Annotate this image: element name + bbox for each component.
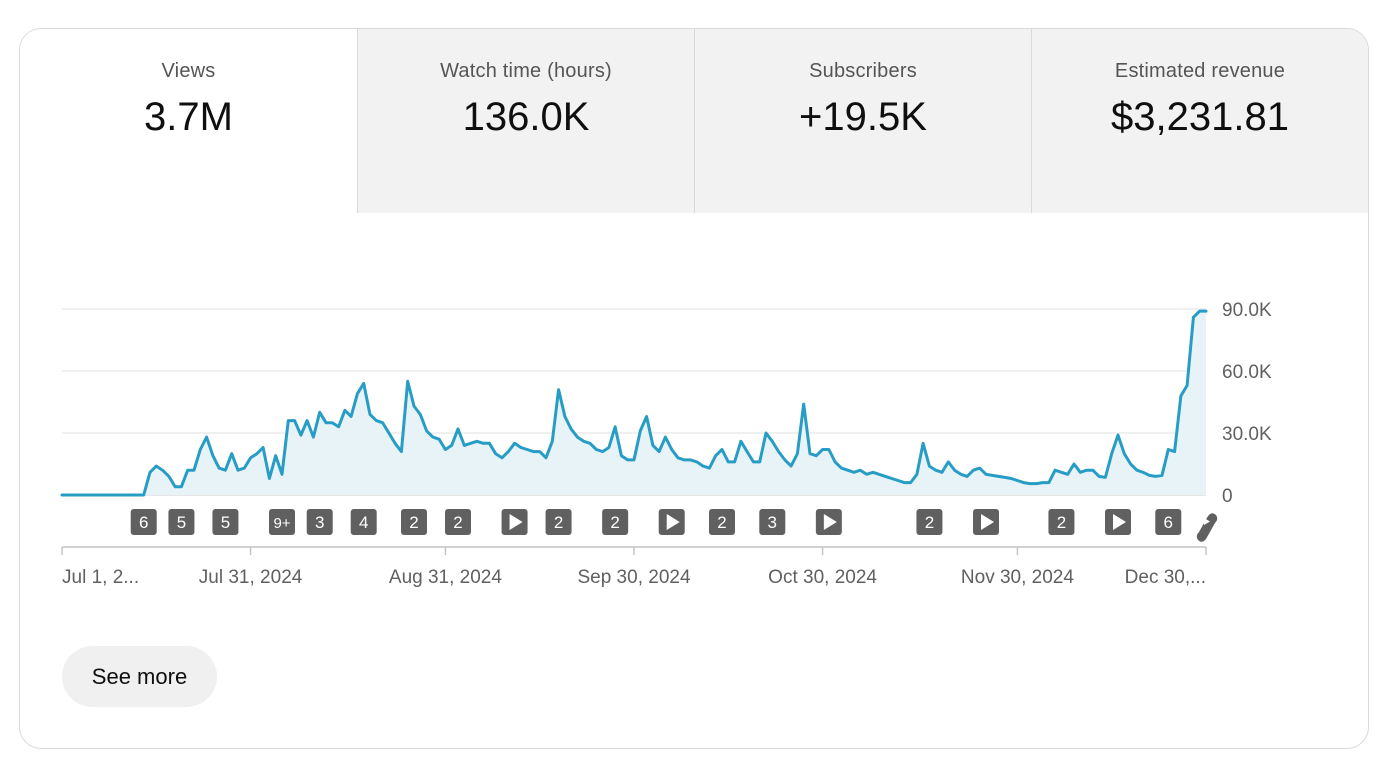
x-tick-label: Dec 30,... — [1125, 567, 1206, 588]
video-marker[interactable] — [658, 509, 685, 535]
marker-box — [1048, 509, 1075, 535]
views-chart-svg: 0 30.0K 60.0K 90.0K Jul 1, 2... Jul 31, 2024 A… — [60, 300, 1272, 588]
analytics-card: Views 3.7M Watch time (hours) 136.0K Sub… — [19, 28, 1369, 749]
marker-box — [602, 509, 629, 535]
upload-count-marker[interactable]: 9+ — [269, 509, 295, 535]
shorts-icon-shape — [1196, 513, 1218, 542]
marker-box — [1155, 509, 1182, 535]
watch-time-value: 136.0K — [462, 95, 590, 139]
estimated-revenue-label: Estimated revenue — [1114, 60, 1286, 82]
play-icon — [1113, 514, 1126, 530]
upload-count-marker[interactable]: 2 — [602, 509, 629, 535]
upload-count-marker[interactable]: 5 — [168, 509, 195, 535]
marker-box — [350, 509, 377, 535]
metric-tabs: Views 3.7M Watch time (hours) 136.0K Sub… — [20, 29, 1368, 213]
views-value: 3.7M — [144, 95, 233, 139]
marker-count: 5 — [177, 513, 186, 532]
x-tick-label: Oct 30, 2024 — [768, 567, 877, 588]
tab-watch-time[interactable]: Watch time (hours) 136.0K — [357, 29, 694, 213]
x-tick-label: Sep 30, 2024 — [577, 567, 690, 588]
x-tick-label: Jul 1, 2... — [62, 567, 139, 588]
shorts-icon-play — [1204, 518, 1210, 525]
marker-box — [709, 509, 735, 535]
see-more-button[interactable]: See more — [62, 646, 217, 707]
marker-count: 3 — [768, 513, 777, 532]
play-icon — [666, 514, 680, 530]
marker-box — [545, 509, 572, 535]
upload-count-marker[interactable]: 2 — [1048, 509, 1075, 535]
marker-count: 2 — [554, 513, 563, 532]
marker-count: 2 — [925, 513, 934, 532]
video-marker[interactable] — [815, 509, 842, 535]
upload-count-marker[interactable]: 4 — [350, 509, 377, 535]
marker-count: 2 — [610, 513, 619, 532]
marker-count: 2 — [1057, 513, 1066, 532]
views-area — [62, 311, 1206, 495]
upload-count-marker[interactable]: 3 — [306, 509, 333, 535]
marker-box — [269, 509, 295, 535]
marker-count: 9+ — [273, 515, 290, 532]
marker-count: 6 — [1164, 513, 1173, 532]
upload-count-marker[interactable]: 5 — [212, 509, 239, 535]
x-tick-label: Nov 30, 2024 — [961, 567, 1074, 588]
views-series-line — [60, 309, 1208, 497]
y-tick-label: 30.0K — [1222, 424, 1272, 445]
x-tick-label: Aug 31, 2024 — [389, 567, 502, 588]
marker-count: 2 — [717, 513, 726, 532]
tab-views[interactable]: Views 3.7M — [20, 29, 357, 213]
marker-box — [212, 509, 239, 535]
play-icon — [981, 514, 994, 530]
marker-count: 2 — [409, 513, 418, 532]
play-icon — [823, 514, 837, 530]
y-tick-label: 0 — [1222, 486, 1233, 507]
marker-count: 2 — [453, 513, 462, 532]
upload-count-marker[interactable]: 2 — [916, 509, 943, 535]
play-icon — [509, 514, 523, 530]
marker-box — [759, 509, 786, 535]
subscribers-label: Subscribers — [809, 60, 917, 82]
upload-count-marker[interactable]: 2 — [401, 509, 427, 535]
estimated-revenue-value: $3,231.81 — [1111, 95, 1289, 139]
x-tick-label: Jul 31, 2024 — [199, 567, 303, 588]
upload-count-marker[interactable]: 3 — [759, 509, 786, 535]
marker-box — [401, 509, 427, 535]
marker-box — [445, 509, 471, 535]
upload-count-marker[interactable]: 2 — [445, 509, 471, 535]
marker-count: 3 — [315, 513, 324, 532]
shorts-icon[interactable] — [1196, 513, 1218, 542]
marker-box — [306, 509, 333, 535]
marker-box — [130, 509, 157, 535]
upload-count-marker[interactable]: 6 — [130, 509, 157, 535]
upload-count-marker[interactable]: 2 — [545, 509, 572, 535]
tab-subscribers[interactable]: Subscribers +19.5K — [694, 29, 1031, 213]
tab-estimated-revenue[interactable]: Estimated revenue $3,231.81 — [1031, 29, 1368, 213]
marker-count: 4 — [359, 513, 368, 532]
video-marker[interactable] — [973, 509, 999, 535]
video-marker[interactable] — [1105, 509, 1131, 535]
marker-count: 5 — [221, 513, 230, 532]
subscribers-value: +19.5K — [799, 95, 927, 139]
watch-time-label: Watch time (hours) — [440, 60, 612, 82]
marker-count: 6 — [139, 513, 148, 532]
views-chart: 0 30.0K 60.0K 90.0K Jul 1, 2... Jul 31, 2024 A… — [20, 213, 1368, 613]
views-label: Views — [161, 60, 216, 82]
upload-count-marker[interactable]: 6 — [1155, 509, 1182, 535]
video-marker[interactable] — [501, 509, 528, 535]
marker-box — [168, 509, 195, 535]
y-tick-label: 90.0K — [1222, 300, 1272, 321]
marker-box — [916, 509, 943, 535]
upload-count-marker[interactable]: 2 — [709, 509, 735, 535]
y-tick-label: 60.0K — [1222, 362, 1272, 383]
